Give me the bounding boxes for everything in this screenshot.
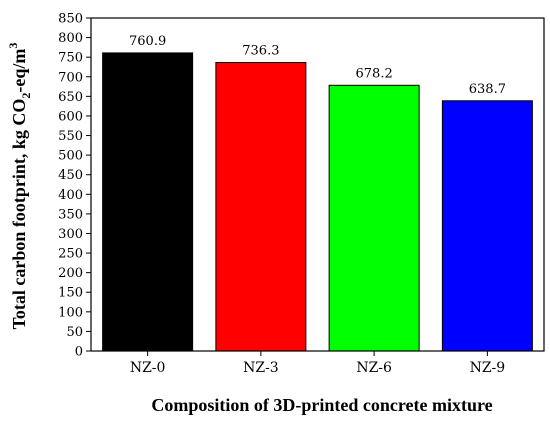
- x-tick-label-nz-3: NZ-3: [243, 360, 279, 376]
- x-tick-label-nz-9: NZ-9: [470, 360, 506, 376]
- x-axis-title: Composition of 3D-printed concrete mixtu…: [151, 395, 492, 415]
- y-axis-title: Total carbon footprint, kg CO2-eq/m3: [6, 43, 33, 330]
- x-tick-label-nz-6: NZ-6: [356, 360, 392, 376]
- y-tick-label: 500: [58, 149, 83, 164]
- data-label-nz-6: 678.2: [356, 66, 393, 81]
- y-tick-label: 300: [58, 227, 83, 242]
- bars-group: [102, 52, 533, 352]
- data-label-nz-9: 638.7: [469, 82, 506, 97]
- y-axis-ticks: 0 50 100 150 200 250 300 350 400 450 500 550 600 650 7…: [58, 12, 91, 360]
- y-axis-title-main: Total carbon footprint, kg CO: [9, 99, 29, 330]
- data-label-nz-3: 736.3: [242, 44, 279, 59]
- x-tick-label-nz-0: NZ-0: [130, 360, 166, 376]
- data-labels-group: 760.9 736.3 678.2 638.7: [129, 34, 506, 97]
- y-tick-label: 600: [58, 109, 83, 124]
- y-tick-label: 400: [58, 188, 83, 203]
- y-tick-label: 150: [58, 286, 83, 301]
- y-tick-label: 250: [58, 247, 83, 262]
- data-label-nz-0: 760.9: [129, 34, 166, 49]
- y-tick-label: 350: [58, 207, 83, 222]
- y-tick-label: 450: [58, 168, 83, 183]
- x-axis-ticks: NZ-0 NZ-3 NZ-6 NZ-9: [130, 351, 505, 376]
- y-tick-label: 750: [58, 51, 83, 66]
- y-tick-label: 550: [58, 129, 83, 144]
- bar-nz-9: [441, 100, 533, 352]
- y-tick-label: 800: [58, 31, 83, 46]
- plot-frame: [90, 17, 545, 352]
- y-tick-label: 650: [58, 90, 83, 105]
- y-tick-label: 850: [58, 12, 83, 27]
- y-tick-label: 50: [66, 325, 83, 340]
- bar-nz-3: [215, 62, 307, 352]
- y-tick-label: 0: [75, 345, 83, 360]
- y-tick-label: 700: [58, 70, 83, 85]
- y-tick-label: 100: [58, 305, 83, 320]
- bar-nz-6: [328, 84, 420, 352]
- y-axis-title-superscript: 3: [6, 43, 20, 49]
- y-tick-label: 200: [58, 266, 83, 281]
- bar-nz-0: [102, 52, 194, 352]
- y-axis-title-unit: -eq/m: [9, 49, 29, 93]
- y-axis-title-subscript: 2: [19, 93, 33, 99]
